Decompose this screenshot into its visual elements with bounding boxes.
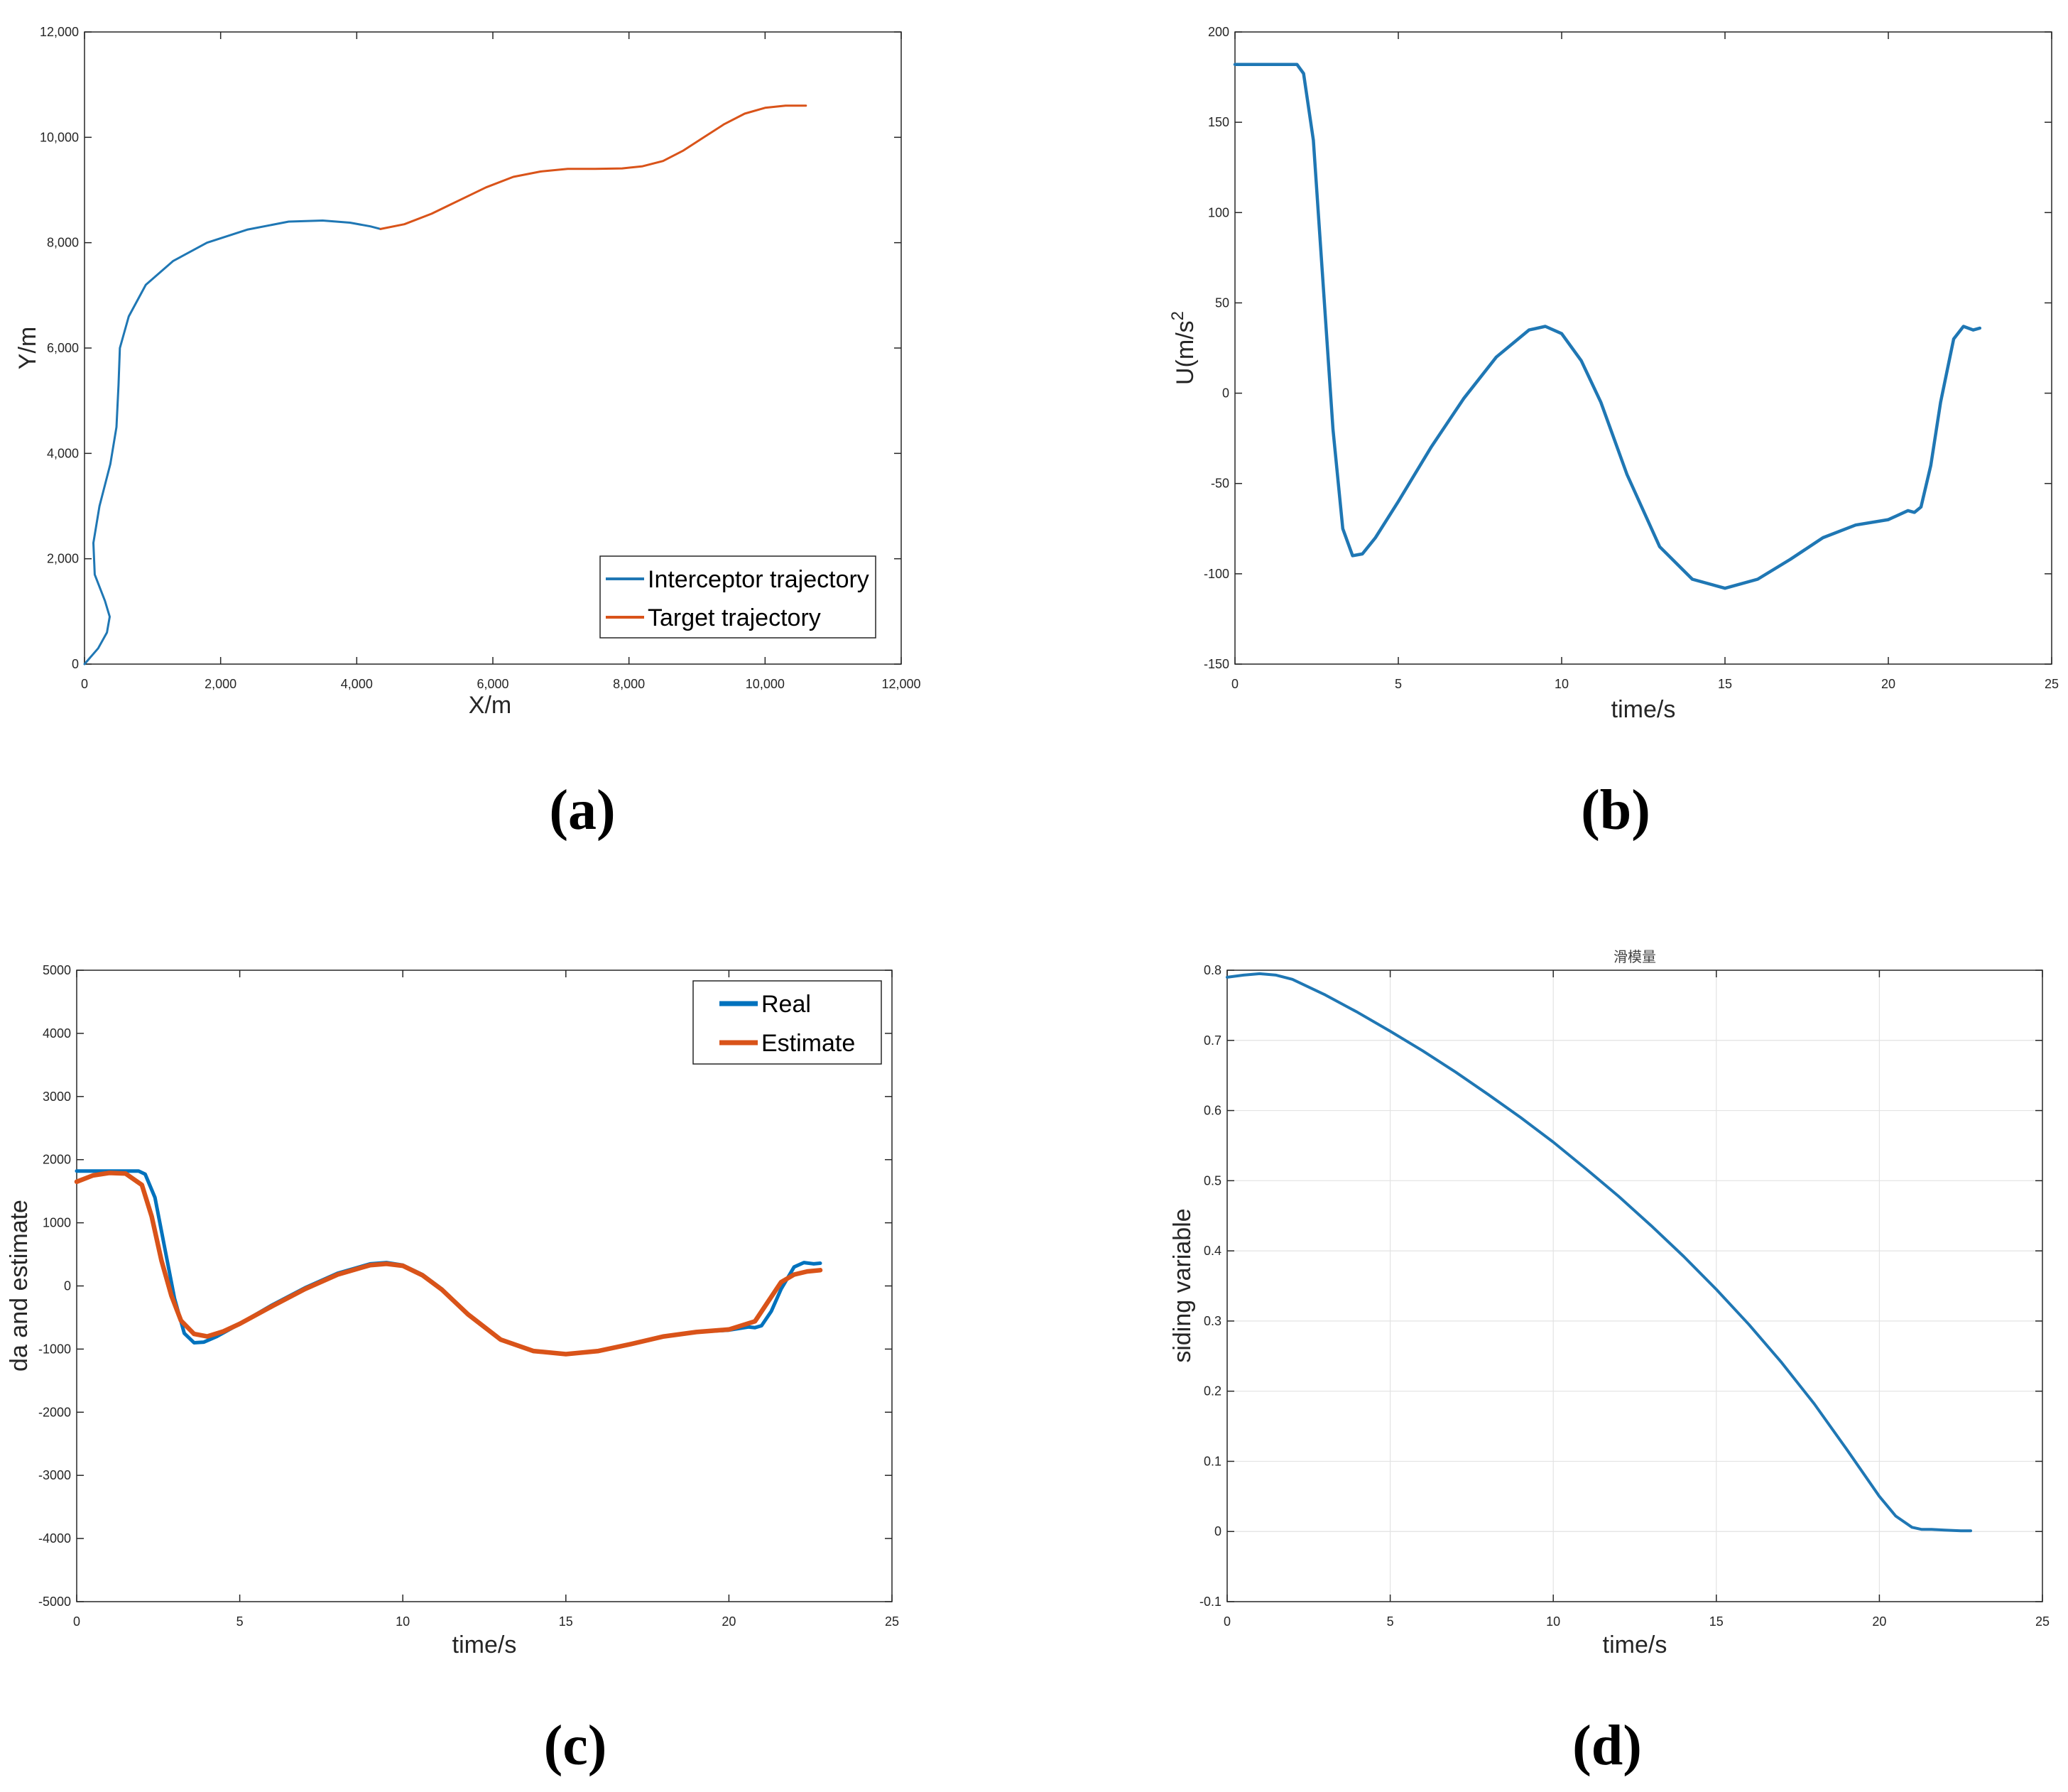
chart-b-ytick-label: 200 [1208,25,1229,39]
chart-d-xlabel: time/s [1603,1631,1667,1658]
chart-b-control: 0 5 10 15 20 25 -150 -100 -50 0 50 100 150 200 time/s… [1168,25,2059,842]
chart-a-xtick-label: 6,000 [477,677,508,691]
chart-d-xtick-label: 0 [1224,1614,1231,1629]
chart-a-ytick-label: 12,000 [40,25,79,39]
chart-d-xtick-label: 5 [1387,1614,1394,1629]
chart-a-legend-box [599,555,876,639]
panel-label-c: (c) [544,1715,607,1777]
chart-d-ytick-label: 0.5 [1204,1173,1221,1188]
chart-d-ytick-label: 0.8 [1204,963,1221,977]
chart-c-ytick-label: 5000 [43,963,71,977]
chart-c-ytick-label: -1000 [38,1342,71,1356]
chart-b-xtick-label: 25 [2045,677,2059,691]
chart-b-ylabel-main: U(m/s [1172,320,1199,385]
chart-c-ytick-label: 2000 [43,1153,71,1167]
chart-a-xtick-label: 12,000 [881,677,920,691]
chart-b-ytick-label: -50 [1211,477,1229,491]
chart-a-ytick-label: 8,000 [47,236,79,250]
chart-b-xtick-label: 15 [1718,677,1732,691]
chart-d-ylabel: siding variable [1169,1208,1196,1362]
chart-b-xtick-label: 10 [1555,677,1569,691]
chart-c-ytick-label: -5000 [38,1595,71,1609]
chart-a-ytick-label: 4,000 [47,446,79,460]
chart-d-ytick-label: 0 [1214,1524,1221,1538]
chart-d-ytick-label: 0.2 [1204,1384,1221,1399]
chart-d-xtick-label: 10 [1546,1614,1560,1629]
chart-a-xtick-label: 0 [81,677,88,691]
chart-a-xtick-label: 10,000 [746,677,785,691]
chart-a-xlabel: X/m [469,692,511,719]
chart-c-xtick-label: 15 [559,1614,573,1629]
chart-c-xtick-label: 5 [236,1614,244,1629]
legend-label-interceptor: Interceptor trajectory [648,566,869,593]
chart-a-xtick-label: 8,000 [613,677,645,691]
chart-c-plot-area [76,970,893,1602]
chart-d-plot-area [1226,970,2043,1602]
chart-c-ytick-label: 3000 [43,1090,71,1104]
chart-b-xtick-label: 5 [1395,677,1402,691]
legend-label-estimate: Estimate [761,1030,855,1057]
chart-c-disturbance: 0 5 10 15 20 25 -5000 -4000 -3000 -2000 -1000 0 1000… [6,963,899,1777]
chart-b-ytick-label: -100 [1204,567,1229,581]
chart-d-xtick-label: 25 [2035,1614,2050,1629]
panel-label-d: (d) [1572,1715,1642,1777]
chart-a-xtick-label: 4,000 [341,677,373,691]
chart-c-xtick-label: 20 [722,1614,736,1629]
chart-c-ytick-label: -3000 [38,1468,71,1482]
chart-d-ytick-label: 0.6 [1204,1104,1221,1118]
chart-c-ytick-label: -4000 [38,1531,71,1546]
chart-c-xtick-label: 25 [885,1614,899,1629]
chart-b-ylabel-sup: 2 [1168,311,1187,320]
chart-c-legend-box [692,980,882,1065]
panel-label-b: (b) [1581,779,1650,842]
chart-b-ytick-label: 0 [1222,386,1229,401]
chart-c-series-estimate [74,1171,823,1357]
chart-a-xtick-label: 2,000 [205,677,236,691]
chart-d-title: 滑模量 [1613,949,1656,965]
chart-c-ytick-label: -2000 [38,1405,71,1419]
chart-b-xtick-label: 20 [1881,677,1895,691]
chart-a-legend: Interceptor trajectory Target trajectory [599,555,876,639]
chart-d-ytick-label: 0.3 [1204,1314,1221,1328]
chart-b-series-u [1233,63,1982,590]
chart-d-ytick-label: 0.4 [1204,1244,1221,1258]
chart-c-ytick-label: 0 [64,1279,71,1293]
chart-b-xtick-label: 0 [1231,677,1239,691]
chart-a-ytick-label: 6,000 [47,341,79,355]
chart-d-ytick-label: -0.1 [1199,1595,1221,1609]
chart-b-plot-area [1234,31,2052,665]
chart-d-series-s [1226,972,1972,1533]
chart-b-ytick-label: -150 [1204,657,1229,671]
chart-d-xtick-label: 15 [1709,1614,1724,1629]
chart-d-sliding: 0 5 10 15 20 25-0.100.10.20.30.40.50.60.70.8 … [1169,949,2050,1777]
chart-a-ytick-label: 2,000 [47,552,79,566]
chart-b-ytick-label: 100 [1208,205,1229,219]
chart-b-ylabel: U(m/s2 [1168,311,1199,385]
chart-b-xlabel: time/s [1611,696,1676,723]
chart-b-ytick-label: 150 [1208,115,1229,129]
chart-c-xtick-label: 10 [396,1614,410,1629]
legend-label-target: Target trajectory [648,604,821,631]
chart-a-ylabel: Y/m [14,327,41,369]
chart-c-xtick-label: 0 [73,1614,80,1629]
chart-d-xtick-label: 20 [1872,1614,1886,1629]
legend-label-real: Real [761,991,811,1018]
chart-c-xlabel: time/s [452,1631,517,1658]
panel-label-a: (a) [549,779,615,842]
chart-c-ytick-label: 4000 [43,1026,71,1041]
chart-a-ytick-label: 0 [72,657,79,671]
chart-a-ytick-label: 10,000 [40,130,79,144]
chart-a-trajectory: 0 2,000 4,000 6,000 8,000 10,000 12,000 0 2,000 4… [14,25,921,842]
chart-b-ytick-label: 50 [1215,295,1229,310]
chart-c-legend: Real Estimate [692,980,882,1065]
chart-c-ylabel: da and estimate [6,1200,33,1372]
chart-d-ytick-label: 0.7 [1204,1033,1221,1048]
chart-a-series-interceptor-trajectory [83,219,382,666]
chart-a-series-target-trajectory [379,104,807,230]
chart-d-ytick-label: 0.1 [1204,1454,1221,1468]
chart-c-ytick-label: 1000 [43,1216,71,1230]
